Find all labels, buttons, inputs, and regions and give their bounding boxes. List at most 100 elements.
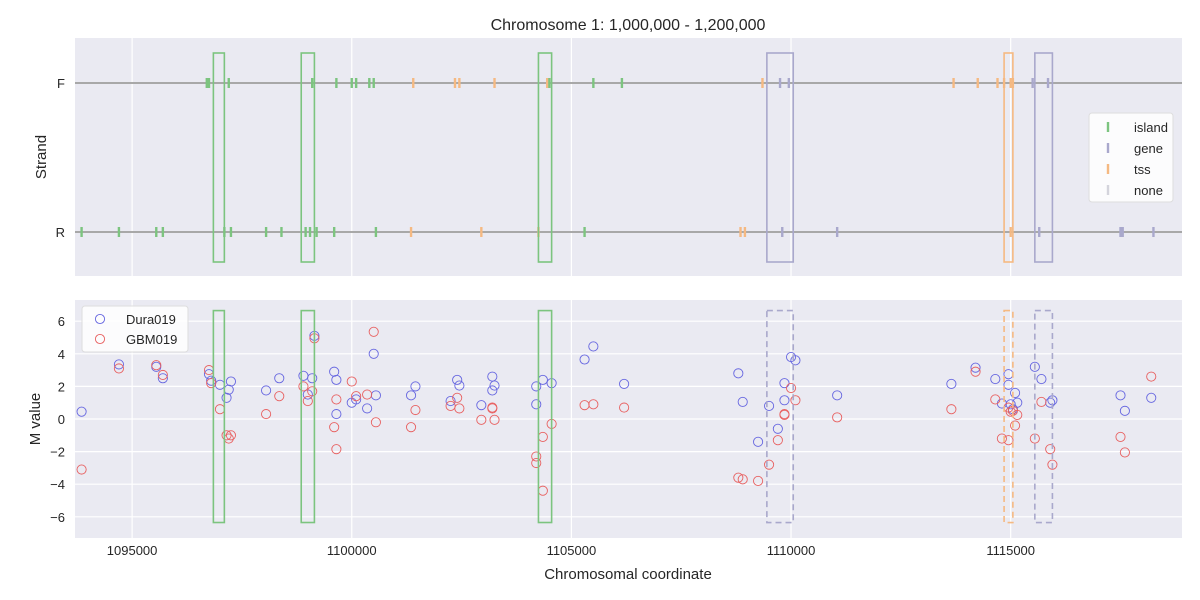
gbm-point [1146, 371, 1157, 382]
dura-point [454, 380, 465, 391]
dura-point [790, 355, 801, 366]
gbm-point [302, 396, 313, 407]
dura-point [489, 380, 500, 391]
island-region-box [212, 52, 226, 263]
gbm-point [274, 391, 285, 402]
x-tick-label: 1110000 [767, 543, 816, 558]
gbm-legend-marker [94, 333, 106, 345]
gene-region-box [1034, 52, 1054, 263]
gbm-point [298, 381, 309, 392]
gbm-point [206, 378, 217, 389]
gbm-point [476, 414, 487, 425]
dura-point [779, 378, 790, 389]
dura-point [1115, 390, 1126, 401]
dura-point [619, 378, 630, 390]
gbm-point [753, 475, 764, 486]
strand-panel-grid [131, 38, 1012, 276]
dura-point [990, 374, 1001, 385]
island-region-box [537, 309, 553, 524]
gbm-point [487, 403, 498, 414]
x-axis-label: Chromosomal coordinate [544, 566, 712, 583]
strand-regions [212, 52, 1054, 263]
gbm-point [1036, 396, 1047, 407]
legend-label-gbm: GBM019 [126, 332, 177, 347]
gbm-point [331, 394, 342, 405]
gbm-point [307, 386, 318, 397]
dura-point [452, 374, 463, 385]
strand-tick-label: R [56, 225, 65, 240]
legend-label-tss: tss [1134, 162, 1151, 177]
gbm-point [406, 422, 417, 433]
strand-panel-background [75, 38, 1182, 276]
gbm-point [790, 395, 801, 406]
gbm-point [970, 366, 981, 377]
strand-tick-label: F [57, 76, 65, 91]
strand-marks [80, 78, 1155, 237]
x-tick-label: 1115000 [986, 543, 1035, 558]
gbm-point [157, 369, 168, 381]
dura-point [737, 396, 748, 407]
x-tick-label: 1100000 [327, 543, 377, 558]
gbm-point [996, 433, 1007, 444]
dura-point [832, 390, 843, 401]
dura-point [1005, 399, 1016, 410]
gbm-point [764, 459, 775, 470]
legend-frame [1088, 112, 1174, 203]
strand-y-ticks: FR [56, 76, 65, 240]
chart-title: Chromosome 1: 1,000,000 - 1,200,000 [491, 17, 766, 34]
dura-point [410, 381, 421, 392]
island-region-box [300, 52, 316, 263]
dura-point [1010, 387, 1021, 398]
dura-point [772, 423, 783, 434]
gbm-point [772, 435, 783, 446]
dura-point [753, 436, 764, 447]
dura-point [368, 348, 379, 359]
gbm-point [1047, 459, 1058, 470]
dura-point [1146, 392, 1157, 403]
gbm-point [261, 409, 272, 420]
gbm-point [1045, 444, 1056, 455]
dura-point [406, 390, 417, 401]
x-axis-ticks: 1095000 1100000 1105000 1110000 1115000 [107, 543, 1035, 558]
dura-point [157, 373, 168, 384]
mvalue-tick-label: 2 [58, 379, 65, 394]
gbm-point [351, 391, 362, 402]
gbm-point [1010, 420, 1021, 431]
dura-point [113, 359, 124, 370]
gbm-point [76, 464, 87, 475]
gbm-point [588, 399, 599, 410]
gbm-point [329, 422, 340, 433]
dura-point [1029, 361, 1040, 372]
dura-point [351, 394, 362, 405]
gbm-point [113, 363, 124, 374]
gbm-point [619, 402, 630, 413]
dura-point [1036, 374, 1047, 385]
legend-frame [81, 305, 189, 353]
island-region-box [300, 309, 316, 524]
island-region-box [537, 52, 553, 263]
sample-legend: Dura019 GBM019 [81, 305, 189, 353]
dura-point [76, 406, 87, 417]
mvalue-tick-label: 6 [58, 314, 65, 329]
gbm-point [346, 376, 357, 387]
mvalue-y-ticks: −6 −4 −2 0 2 4 6 [50, 314, 65, 525]
gbm-point [737, 474, 748, 485]
x-tick-label: 1105000 [547, 543, 597, 558]
dura-point [1119, 405, 1130, 416]
gbm-point [221, 430, 232, 441]
mvalue-tick-label: −4 [50, 477, 65, 492]
dura-point [206, 375, 217, 386]
dura-point [588, 341, 599, 352]
mvalue-tick-label: 4 [58, 347, 65, 362]
dura-legend-marker [94, 313, 106, 325]
mvalue-panel-grid [75, 300, 1182, 538]
strand-y-axis-label: Strand [33, 135, 50, 179]
tss-region-box [1003, 309, 1014, 524]
dura-point [274, 373, 285, 384]
dura-point [733, 368, 744, 379]
gbm-point [452, 392, 463, 403]
gbm-point [779, 409, 790, 420]
